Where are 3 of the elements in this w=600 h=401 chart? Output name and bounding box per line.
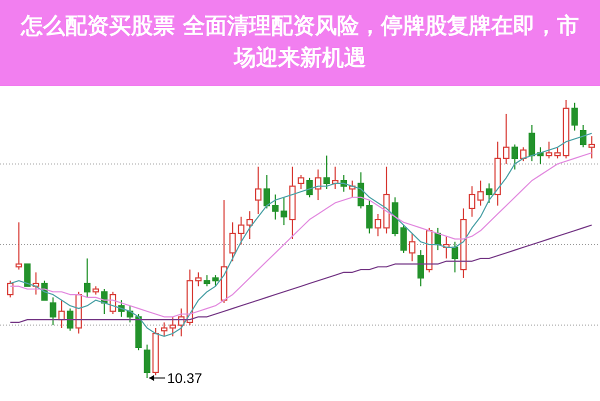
annotation: 10.37: [148, 370, 202, 386]
chart-title: 怎么配资买股票 全面清理配资风险，停牌股复牌在即，市场迎来新机遇: [0, 0, 600, 86]
annotation: 10.37: [167, 370, 202, 386]
